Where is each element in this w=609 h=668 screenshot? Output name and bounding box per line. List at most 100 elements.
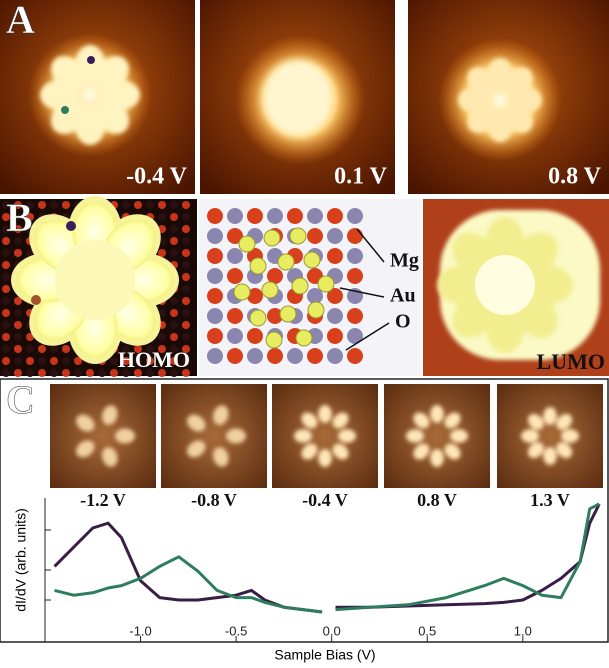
atom xyxy=(207,228,223,244)
atom xyxy=(227,348,243,364)
lobe xyxy=(444,443,461,460)
atom xyxy=(327,348,343,364)
core xyxy=(475,255,535,315)
lobe xyxy=(413,412,430,429)
core xyxy=(55,240,135,320)
atom xyxy=(2,237,10,245)
atom xyxy=(86,369,94,377)
au-atom xyxy=(261,281,279,299)
au-atom xyxy=(238,235,256,253)
lobes xyxy=(521,407,579,465)
pointer xyxy=(356,228,385,263)
atom xyxy=(347,228,363,244)
lobe xyxy=(556,413,573,430)
atom xyxy=(146,345,154,353)
au-atom xyxy=(291,277,309,295)
atom xyxy=(2,309,10,317)
atom xyxy=(134,369,142,377)
bias-label: -0.4 V xyxy=(126,164,188,190)
atom xyxy=(227,328,243,344)
atom xyxy=(347,308,363,324)
atom xyxy=(110,369,118,377)
panel-label: A xyxy=(6,0,35,42)
atom xyxy=(74,369,82,377)
lobe xyxy=(543,407,557,425)
stm-image xyxy=(161,384,267,488)
atom xyxy=(98,369,106,377)
au-atom xyxy=(307,301,325,319)
atom xyxy=(327,308,343,324)
atom xyxy=(26,345,34,353)
bias-label: 0.8 V xyxy=(548,164,602,190)
atom xyxy=(182,201,190,209)
atom xyxy=(2,249,10,257)
x-tick-label: -0.5 xyxy=(225,623,247,638)
legend-label: Au xyxy=(390,285,416,307)
lobe xyxy=(294,429,312,443)
atom xyxy=(170,333,178,341)
atom xyxy=(38,345,46,353)
atom xyxy=(14,345,22,353)
x-tick-label: 0.5 xyxy=(418,623,436,638)
atom xyxy=(182,357,190,365)
atom xyxy=(182,321,190,329)
lobes xyxy=(40,45,140,145)
lobe xyxy=(406,429,424,443)
atom xyxy=(347,328,363,344)
atom xyxy=(287,208,303,224)
atom xyxy=(207,308,223,324)
lobe xyxy=(75,414,95,432)
atom xyxy=(170,321,178,329)
lobe xyxy=(318,449,332,467)
atom xyxy=(122,357,130,365)
atom xyxy=(2,261,10,269)
atom xyxy=(26,249,34,257)
atom xyxy=(207,208,223,224)
lobes xyxy=(75,405,135,467)
atom xyxy=(247,328,263,344)
atom xyxy=(2,213,10,221)
atom xyxy=(38,369,46,377)
lobes xyxy=(186,405,246,467)
lobe xyxy=(332,443,349,460)
dot xyxy=(66,221,76,231)
pointer xyxy=(339,287,385,298)
atom xyxy=(182,213,190,221)
atom xyxy=(26,201,34,209)
lobe xyxy=(213,405,229,425)
atom xyxy=(110,357,118,365)
lobe xyxy=(450,429,468,443)
lobe xyxy=(338,429,356,443)
atom xyxy=(158,201,166,209)
lobe xyxy=(521,429,539,443)
atom xyxy=(62,345,70,353)
legend-label: O xyxy=(395,311,411,333)
atom xyxy=(2,333,10,341)
au-atom xyxy=(249,257,267,275)
atom xyxy=(170,237,178,245)
atom xyxy=(122,201,130,209)
atom xyxy=(14,357,22,365)
atom xyxy=(2,345,10,353)
lobe xyxy=(301,443,318,460)
lobe xyxy=(115,428,135,444)
atom xyxy=(170,201,178,209)
atom xyxy=(134,357,142,365)
homo-label: HOMO xyxy=(118,347,190,372)
dot xyxy=(61,106,69,114)
blob xyxy=(263,60,333,136)
atom xyxy=(146,201,154,209)
atom xyxy=(26,213,34,221)
atom xyxy=(227,308,243,324)
atom xyxy=(158,369,166,377)
lobes xyxy=(437,217,573,353)
atom xyxy=(267,308,283,324)
au-atom xyxy=(263,229,281,247)
atom xyxy=(182,273,190,281)
atom xyxy=(62,369,70,377)
lobes xyxy=(294,405,356,467)
lobe xyxy=(102,447,118,467)
atom xyxy=(2,285,10,293)
atom xyxy=(207,268,223,284)
